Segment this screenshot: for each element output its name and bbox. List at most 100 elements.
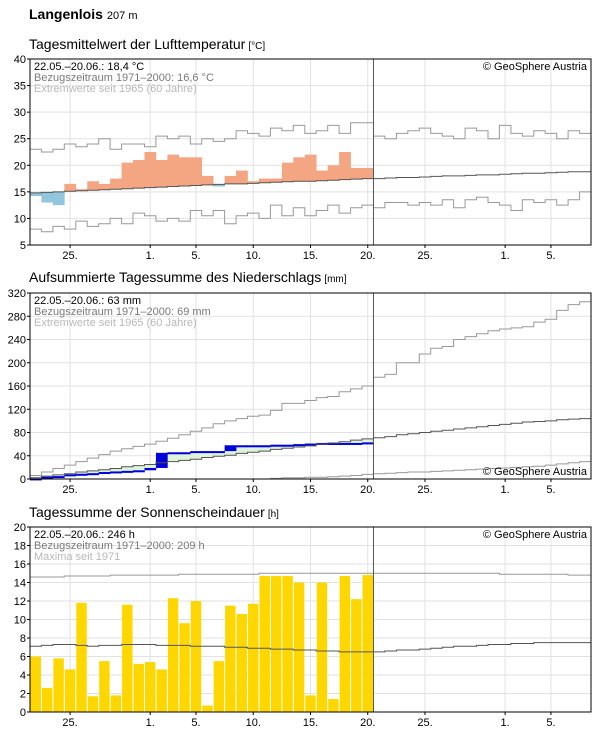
station-header: Langenlois 207 m [29,6,137,22]
precip-band [52,474,65,477]
sunshine-bar [156,669,167,712]
temperature-min-line [30,191,591,233]
precip-plot: 0 40 80 120 160 200 240 280 320 25. 1. 5. 10. 15. 20. 2… [8,288,592,496]
precip-bar [121,470,134,473]
temperature-bar [213,184,225,187]
temperature-ytick-label: 40 [14,54,26,66]
precip-xtick-label: 25. [62,484,77,496]
precip-band [236,445,248,454]
precip-ytick-label: 240 [8,335,26,347]
precip-bar [236,445,248,448]
precip-bar [362,442,374,445]
precip-band [270,444,283,450]
temperature-xtick-label: 1. [501,250,510,262]
sunshine-bar [293,582,305,712]
precip-bar [98,472,111,475]
sunshine-xtick-label: 5. [546,717,555,729]
temperature-chart-title: Tagesmittelwert der Lufttemperatur [°C] [29,36,265,52]
sunshine-ytick-label: 8 [20,633,26,645]
sunshine-ytick-label: 16 [14,559,26,571]
precip-title-text: Aufsummierte Tagessumme des Niederschlag… [29,269,322,285]
sunshine-bar [202,705,213,712]
precip-ytick-label: 120 [8,404,26,416]
sunshine-title-text: Tagessumme der Sonnenscheindauer [29,504,265,520]
station-name: Langenlois [29,6,103,22]
sunshine-bar [30,656,41,712]
sunshine-plot: 0 2 4 6 8 10 12 14 16 18 20 25. 1. 5. 10. 15. 20. 25. 1. 5.… [14,522,592,729]
temperature-ytick-label: 5 [20,240,26,252]
precip-band [144,464,157,468]
precip-bar [270,444,283,447]
temperature-bar [30,192,42,197]
sunshine-xtick-label: 15. [303,717,318,729]
temperature-bar [75,189,88,191]
station-elevation: 207 m [106,10,138,22]
precip-ytick-label: 320 [8,288,26,300]
precip-band [121,466,134,471]
sunshine-bar [305,695,316,712]
temperature-info-1: 22.05.–20.06.: 18,4 °C [34,61,144,73]
temperature-bar [87,181,99,191]
sunshine-info-3: Maxima seit 1971 [34,551,120,563]
precip-bar [155,452,168,468]
sunshine-bar [110,695,122,712]
precip-bar [258,445,271,448]
precip-xtick-label: 5. [191,484,200,496]
precip-band [110,468,122,472]
temperature-info-3: Extremwerte seit 1965 (60 Jahre) [34,83,197,95]
temperature-bar [236,170,248,184]
precip-info-3: Extremwerte seit 1965 (60 Jahre) [34,317,197,329]
sunshine-bar [133,663,144,712]
sunshine-xtick-label: 1. [146,717,155,729]
precip-bar [201,451,214,454]
temperature-ytick-label: 30 [14,107,26,119]
sunshine-copyright: © GeoSphere Austria [483,529,588,541]
temperature-bar [293,157,306,182]
sunshine-info-1: 22.05.–20.06.: 246 h [34,529,135,541]
sunshine-bar [41,687,53,712]
sunshine-unit: [h] [267,509,279,520]
temperature-xtick-label: 25. [417,250,432,262]
sunshine-bar [270,576,282,712]
precip-bar [213,451,225,454]
precip-xtick-label: 10. [246,484,261,496]
sunshine-xtick-label: 25. [417,717,432,729]
precip-bar [224,445,237,452]
precip-copyright: © GeoSphere Austria [483,466,588,478]
precip-ytick-label: 40 [14,451,26,463]
precip-bar [339,442,351,445]
sunshine-info-2: Bezugszeitraum 1971–2000: 209 h [34,540,205,552]
sunshine-xtick-label: 10. [246,717,261,729]
sunshine-bar [87,696,99,712]
precip-band [350,440,363,443]
precip-xtick-label: 1. [501,484,510,496]
temperature-info-2: Bezugszeitraum 1971–2000: 16,6 °C [34,72,214,84]
precip-bar [281,444,294,447]
sunshine-bar [99,661,110,712]
precip-bar [327,442,340,445]
temperature-unit: [°C] [248,41,266,52]
temperature-bar [247,181,260,184]
sunshine-bar [248,603,259,712]
precip-band [201,451,214,458]
precip-bar [350,442,363,445]
precip-bar [133,470,145,473]
sunshine-bar [316,582,328,712]
sunshine-bar [122,604,133,712]
sunshine-max-line [30,572,591,578]
precip-xtick-label: 20. [360,484,375,496]
precip-band [75,472,88,474]
temperature-bar [339,152,351,180]
temperature-ytick-label: 10 [14,213,26,225]
precip-band [190,451,203,460]
temperature-bar [350,167,363,180]
precip-band [247,445,260,453]
temperature-bar [167,154,180,187]
temperature-normal-line [30,171,591,194]
sunshine-ytick-label: 4 [20,670,26,682]
temperature-bar [281,162,294,182]
temperature-bar [144,152,157,188]
sunshine-ytick-label: 0 [20,707,26,719]
precip-bar [167,452,180,455]
